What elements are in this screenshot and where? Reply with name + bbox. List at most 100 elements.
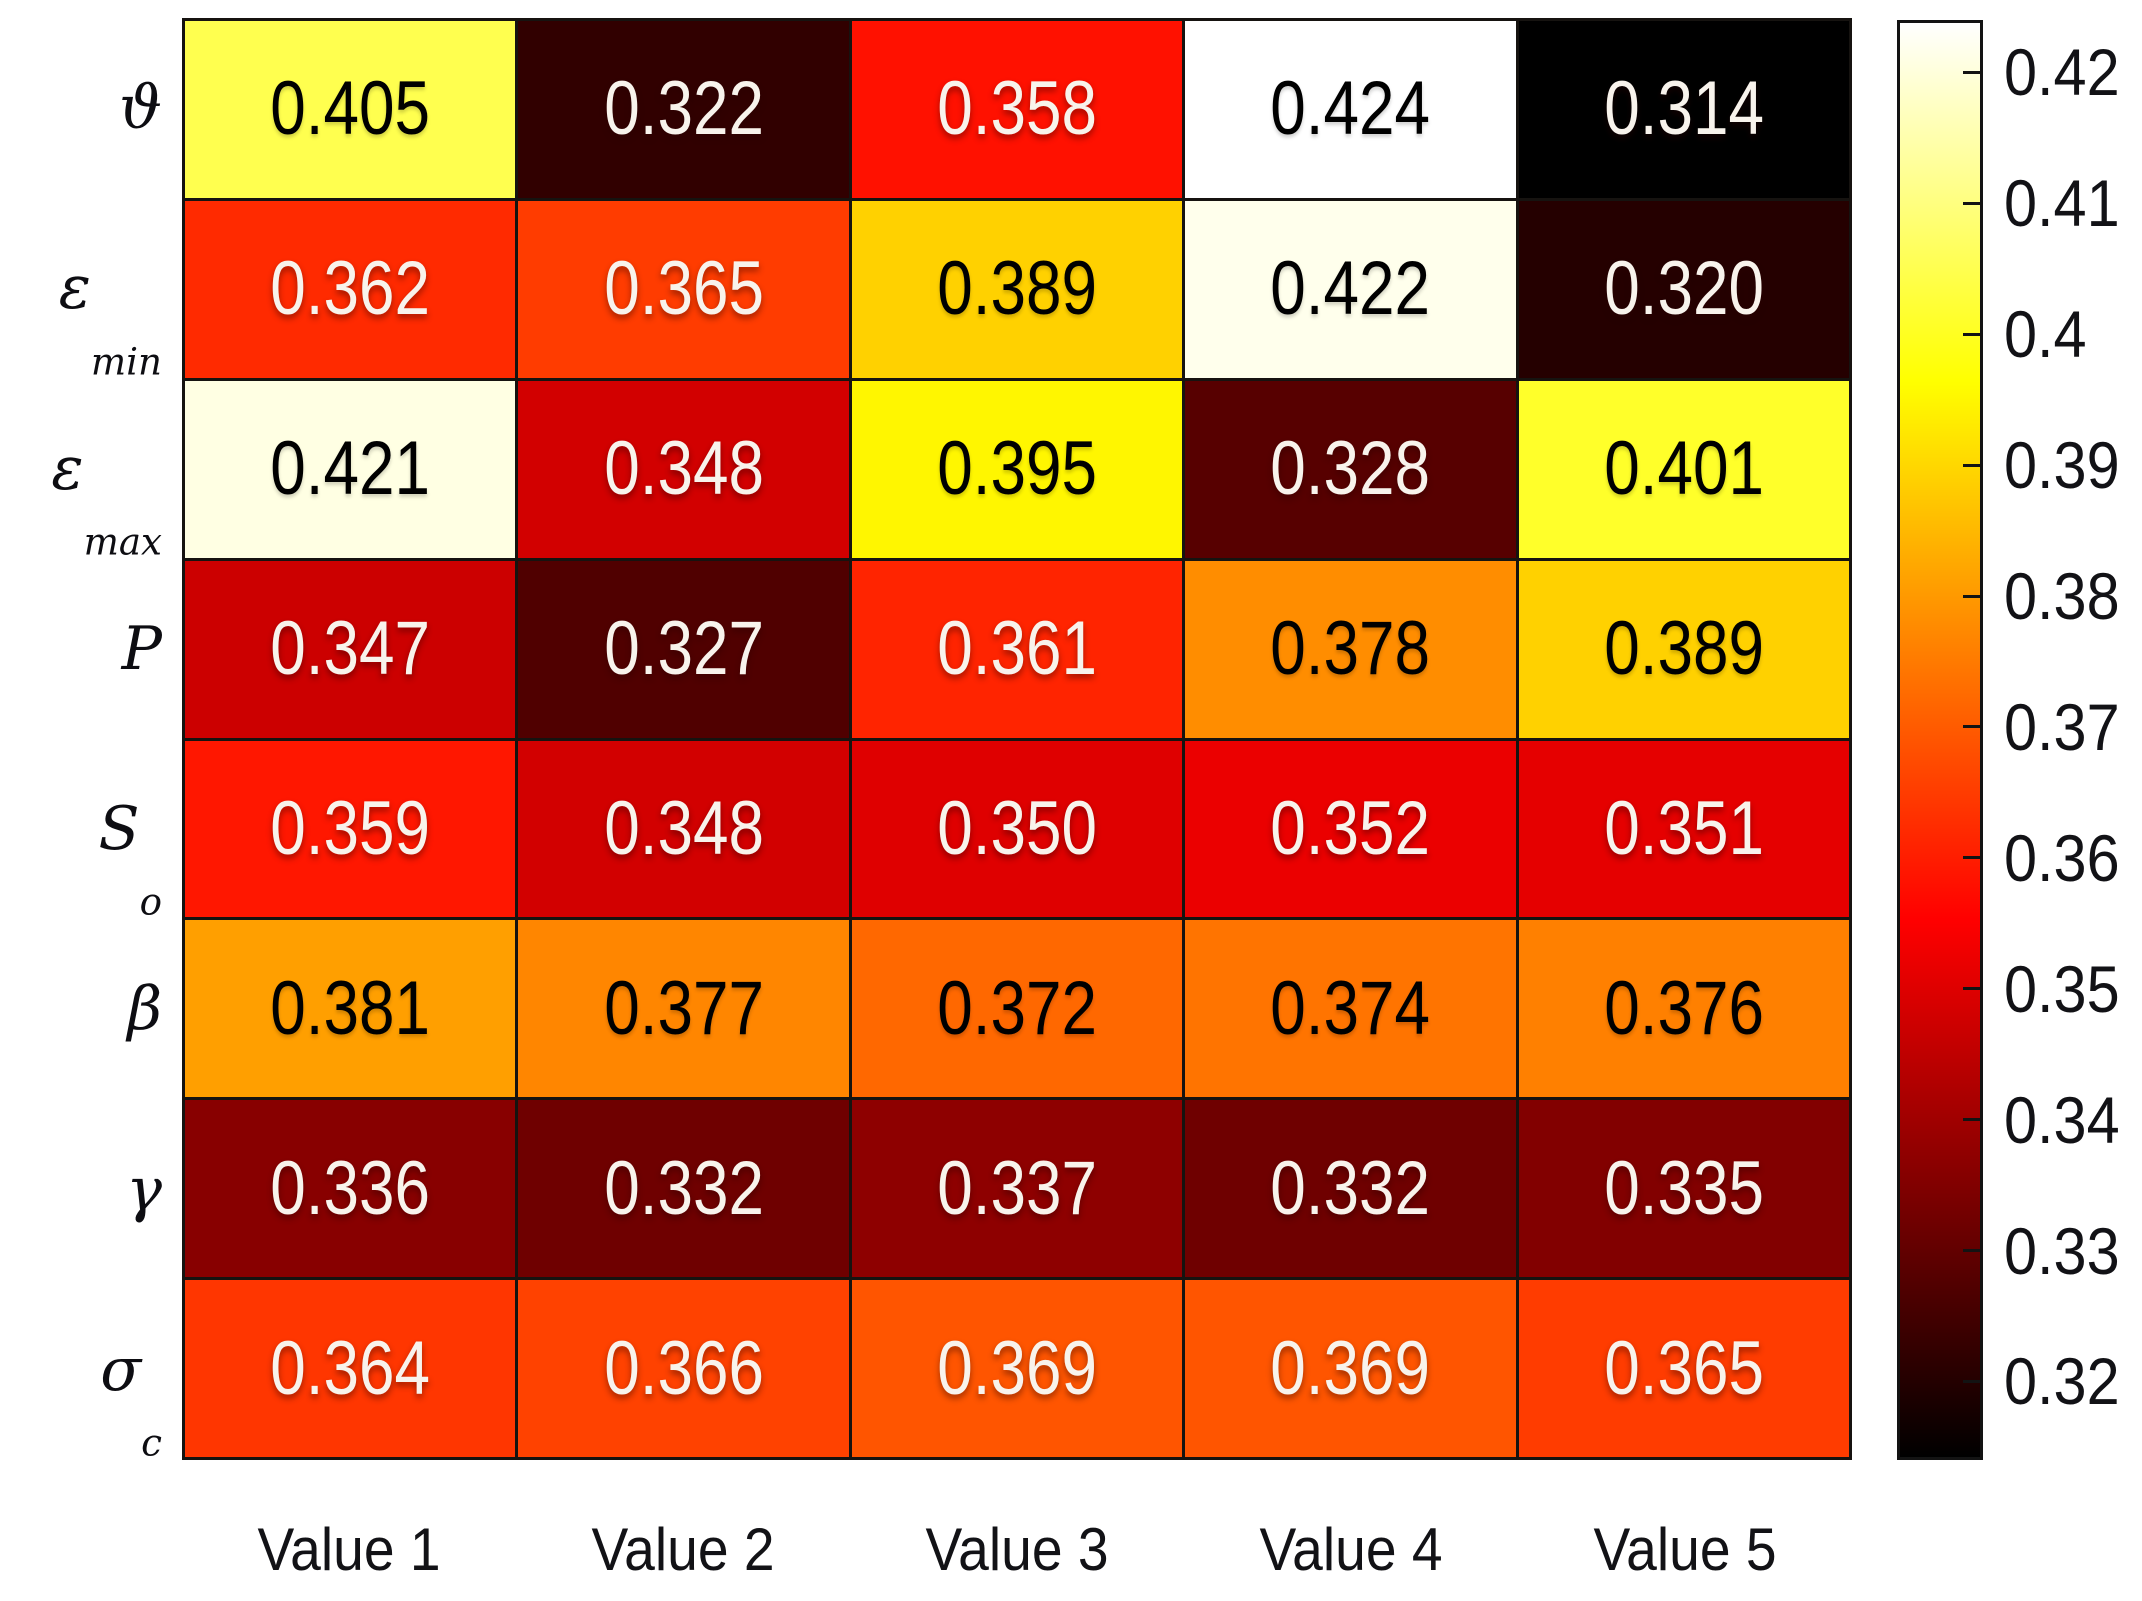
colorbar-tick-label: 0.41 xyxy=(2004,166,2132,241)
col-label-text: Value 3 xyxy=(925,1516,1109,1583)
colorbar-tick-text: 0.33 xyxy=(2004,1213,2120,1288)
heatmap-cell: 0.365 xyxy=(518,200,849,378)
cell-value: 0.348 xyxy=(603,785,764,871)
cell-value: 0.374 xyxy=(1270,965,1431,1051)
colorbar-tick-label: 0.37 xyxy=(2004,689,2132,764)
colorbar-tick-label: 0.39 xyxy=(2004,432,2132,498)
cell-value: 0.322 xyxy=(603,66,764,152)
col-label: Value 5 xyxy=(1585,1518,1784,1582)
cell-value: 0.328 xyxy=(1270,426,1431,512)
row-label-symbol: S xyxy=(98,794,140,865)
cell-value: 0.351 xyxy=(1603,785,1764,871)
col-label-text: Value 5 xyxy=(1593,1516,1777,1583)
row-label-subscript: c xyxy=(141,1420,162,1465)
cell-value: 0.320 xyxy=(1603,246,1764,332)
colorbar-tick-text: 0.35 xyxy=(2004,951,2120,1026)
col-label: Value 1 xyxy=(249,1518,448,1582)
heatmap-cell: 0.405 xyxy=(185,21,516,198)
heatmap-cell: 0.421 xyxy=(185,380,516,558)
heatmap-cell: 0.376 xyxy=(1518,920,1849,1098)
cell-value: 0.327 xyxy=(603,606,764,692)
heatmap-cell: 0.322 xyxy=(518,21,849,198)
cell-value: 0.401 xyxy=(1603,426,1764,512)
heatmap-cell: 0.337 xyxy=(851,1100,1183,1278)
col-label-text: Value 4 xyxy=(1259,1516,1443,1583)
cell-value: 0.422 xyxy=(1270,246,1431,332)
colorbar-tick-label: 0.34 xyxy=(2004,1087,2132,1153)
cell-value: 0.421 xyxy=(270,426,431,512)
heatmap-cell: 0.364 xyxy=(185,1280,516,1457)
heatmap-cell: 0.328 xyxy=(1185,380,1516,558)
colorbar-tick-text: 0.37 xyxy=(2004,689,2120,764)
heatmap-cell: 0.378 xyxy=(1185,560,1516,738)
heatmap-cell: 0.395 xyxy=(851,380,1183,558)
col-label: Value 4 xyxy=(1251,1518,1450,1582)
colorbar-tick-text: 0.41 xyxy=(2004,166,2120,241)
colorbar-gradient xyxy=(1897,20,1983,1460)
heatmap-cell: 0.365 xyxy=(1518,1280,1849,1457)
row-label-symbol: γ xyxy=(126,1154,162,1225)
colorbar-tick-label: 0.4 xyxy=(2004,297,2096,372)
heatmap-cell: 0.352 xyxy=(1185,740,1516,918)
heatmap-cell: 0.372 xyxy=(851,920,1183,1098)
cell-value: 0.314 xyxy=(1603,66,1764,152)
row-label-symbol: ϑ xyxy=(119,73,162,144)
cell-value: 0.395 xyxy=(937,426,1097,512)
heatmap-cell: 0.332 xyxy=(1185,1100,1516,1278)
col-label-text: Value 2 xyxy=(591,1516,775,1583)
cell-value: 0.381 xyxy=(270,965,431,1051)
colorbar-tick-label: 0.32 xyxy=(2004,1348,2132,1414)
row-label-symbol: ε xyxy=(58,253,91,324)
colorbar-tick-mark xyxy=(1963,463,1980,467)
cell-value: 0.348 xyxy=(603,426,764,512)
heatmap-cell: 0.359 xyxy=(185,740,516,918)
heatmap-cell: 0.369 xyxy=(1185,1280,1516,1457)
cell-value: 0.358 xyxy=(937,66,1097,152)
row-label: ε max xyxy=(0,379,162,564)
row-label-symbol: ε xyxy=(51,433,84,504)
cell-value: 0.350 xyxy=(937,785,1097,871)
heatmap-cell: 0.350 xyxy=(851,740,1183,918)
heatmap-cell: 0.348 xyxy=(518,740,849,918)
cell-value: 0.365 xyxy=(603,246,764,332)
row-label: β xyxy=(0,919,162,1099)
heatmap-cell: 0.422 xyxy=(1185,200,1516,378)
col-label-text: Value 1 xyxy=(257,1516,441,1583)
heatmap-cell: 0.366 xyxy=(518,1280,849,1457)
row-label: ϑ xyxy=(0,18,162,198)
cell-value: 0.336 xyxy=(270,1145,431,1231)
heatmap-cell: 0.332 xyxy=(518,1100,849,1278)
colorbar-tick-mark xyxy=(1963,70,1980,74)
colorbar-tick-label: 0.42 xyxy=(2004,39,2132,105)
row-label-subscript: o xyxy=(139,879,162,924)
heatmap-cell: 0.351 xyxy=(1518,740,1849,918)
colorbar-tick-label: 0.36 xyxy=(2004,820,2132,895)
cell-value: 0.364 xyxy=(270,1325,431,1411)
row-label: ε min xyxy=(0,198,162,383)
colorbar-tick-text: 0.36 xyxy=(2004,820,2120,895)
heatmap-cell: 0.381 xyxy=(185,920,516,1098)
cell-value: 0.405 xyxy=(270,66,431,152)
cell-value: 0.389 xyxy=(1603,606,1764,692)
cell-value: 0.362 xyxy=(270,246,431,332)
heatmap-cell: 0.327 xyxy=(518,560,849,738)
heatmap-cell: 0.347 xyxy=(185,560,516,738)
colorbar-tick-text: 0.38 xyxy=(2004,559,2120,633)
heatmap-cell: 0.314 xyxy=(1518,21,1849,198)
cell-value: 0.424 xyxy=(1270,66,1431,152)
colorbar-tick-mark xyxy=(1963,201,1980,205)
row-label: P xyxy=(0,559,162,739)
cell-value: 0.369 xyxy=(1270,1325,1431,1411)
colorbar-tick-text: 0.4 xyxy=(2004,297,2087,372)
col-label: Value 3 xyxy=(917,1518,1116,1582)
cell-value: 0.332 xyxy=(1270,1145,1431,1231)
colorbar-tick-mark xyxy=(1963,594,1980,598)
row-label-symbol: σ xyxy=(100,1334,142,1405)
heatmap-cell: 0.320 xyxy=(1518,200,1849,378)
heatmap-cell: 0.348 xyxy=(518,380,849,558)
cell-value: 0.369 xyxy=(937,1325,1097,1411)
cell-value: 0.332 xyxy=(603,1145,764,1231)
